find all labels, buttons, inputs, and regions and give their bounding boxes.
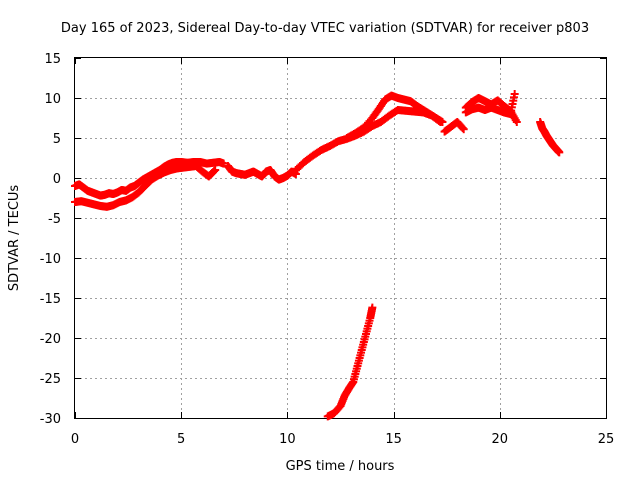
y-tick-label: 5 xyxy=(53,132,61,147)
y-tick-label: -15 xyxy=(40,292,61,307)
chart-title: Day 165 of 2023, Sidereal Day-to-day VTE… xyxy=(61,21,589,36)
data-point xyxy=(219,159,228,168)
y-axis-label: SDTVAR / TECUs xyxy=(7,185,22,292)
data-point xyxy=(211,166,220,174)
y-tick-label: -25 xyxy=(40,372,61,387)
data-point xyxy=(555,148,564,157)
data-point xyxy=(210,167,219,176)
y-tick-label: -10 xyxy=(40,252,61,267)
x-tick-label: 10 xyxy=(279,432,296,447)
x-tick-label: 25 xyxy=(598,432,615,447)
ticks: 0 5 10 15 20 25 15 10 5 0 -5 -10 -15 -20 -25 -30 xyxy=(40,52,615,447)
data-point xyxy=(510,90,519,98)
x-axis-label: GPS time / hours xyxy=(286,459,395,474)
x-tick-label: 15 xyxy=(385,432,402,447)
x-tick-label: 0 xyxy=(71,432,79,447)
plot-frame xyxy=(74,57,607,419)
y-tick-label: -5 xyxy=(48,212,61,227)
y-tick-label: 0 xyxy=(53,172,61,187)
data-point xyxy=(512,118,521,126)
data-point xyxy=(368,303,377,312)
data-points xyxy=(71,90,564,421)
y-tick-label: 10 xyxy=(44,92,61,107)
grid xyxy=(75,58,606,418)
y-tick-label: -30 xyxy=(40,412,61,427)
data-point xyxy=(459,125,468,134)
x-tick-label: 5 xyxy=(177,432,185,447)
data-point xyxy=(458,124,467,132)
y-tick-label: -20 xyxy=(40,332,61,347)
y-tick-label: 15 xyxy=(44,52,61,67)
x-tick-label: 20 xyxy=(492,432,509,447)
data-point xyxy=(438,118,447,126)
